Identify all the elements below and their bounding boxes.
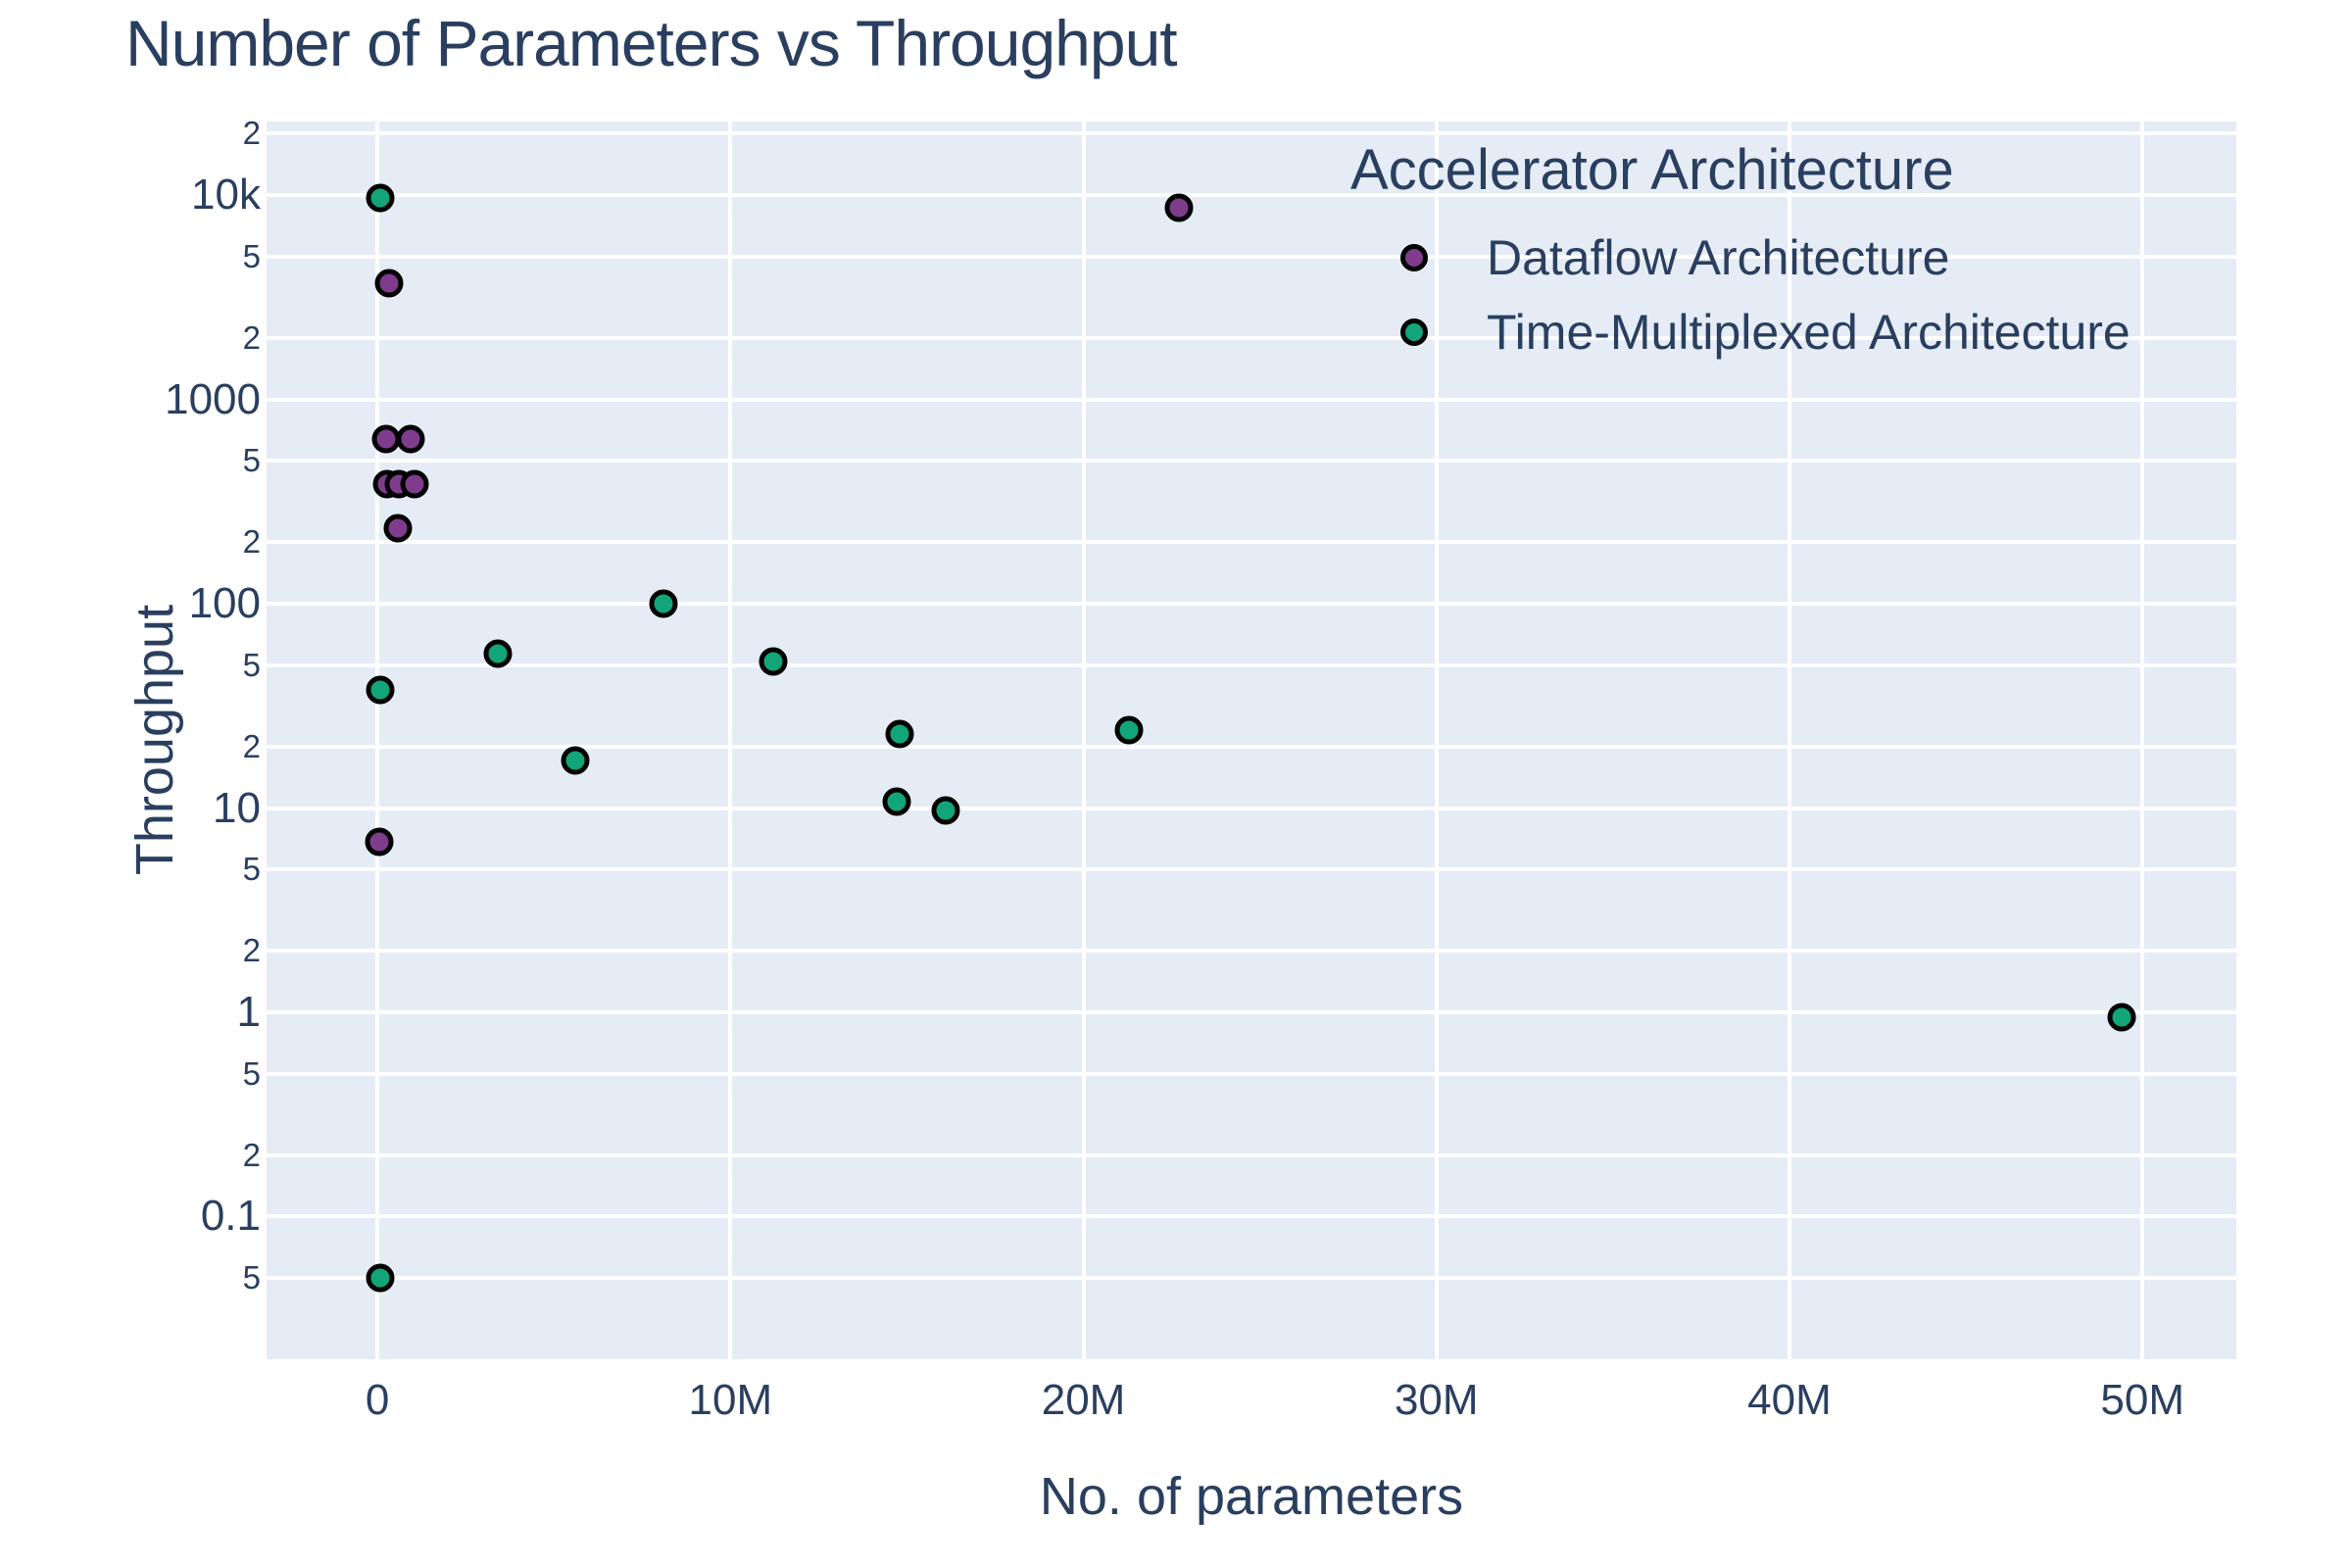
y-tick-label: 1000 [165,374,261,423]
dataflow-marker-icon [1400,244,1428,271]
y-tick-label: 10 [213,783,261,832]
y-tick-label: 100 [188,579,261,628]
legend-item-label: Time-Multiplexed Architecture [1487,305,2131,360]
y-gridline [267,335,2236,340]
y-tick-label: 5 [242,237,261,274]
y-gridline [267,602,2236,607]
y-tick-label: 2 [242,932,261,969]
data-point[interactable] [2107,1003,2136,1032]
y-tick-label: 2 [242,115,261,152]
y-gridline [267,949,2236,954]
legend: Accelerator Architecture Dataflow Archit… [1350,137,2131,369]
y-gridline [267,1152,2236,1157]
data-point[interactable] [400,469,429,499]
time-multiplexed-marker-icon [1400,318,1428,346]
data-point[interactable] [759,647,788,676]
x-axis-title: No. of parameters [1039,1467,1464,1526]
x-tick-label: 0 [365,1376,390,1424]
x-gridline [728,122,733,1359]
y-gridline [267,1009,2236,1014]
x-gridline [2140,122,2145,1359]
data-point[interactable] [885,719,914,749]
data-point[interactable] [649,589,678,618]
y-axis-title: Throughput [125,604,185,876]
y-tick-label: 0.1 [200,1192,261,1241]
y-gridline [267,254,2236,259]
y-tick-label: 5 [242,646,261,683]
data-point[interactable] [383,514,413,543]
data-point[interactable] [365,827,394,857]
y-tick-label: 2 [242,727,261,764]
y-gridline [267,744,2236,749]
legend-item-time-multiplexed[interactable]: Time-Multiplexed Architecture [1350,295,2131,369]
y-tick-label: 10k [191,171,261,220]
x-tick-label: 20M [1041,1376,1126,1424]
y-gridline [267,1276,2236,1281]
y-gridline [267,662,2236,667]
data-point[interactable] [374,269,404,298]
x-tick-label: 10M [688,1376,773,1424]
data-point[interactable] [1164,193,1194,222]
data-point[interactable] [366,1263,395,1293]
y-gridline [267,867,2236,872]
y-gridline [267,397,2236,402]
y-gridline [267,1214,2236,1219]
chart-title: Number of Parameters vs Throughput [125,7,1178,79]
y-tick-label: 2 [242,523,261,561]
x-gridline [1081,122,1086,1359]
data-point[interactable] [931,796,960,825]
data-point[interactable] [366,675,395,705]
x-gridline [1434,122,1439,1359]
legend-item-dataflow[interactable]: Dataflow Architecture [1350,220,2131,295]
y-tick-label: 5 [242,1259,261,1297]
legend-title: Accelerator Architecture [1350,138,1954,202]
x-tick-label: 50M [2100,1376,2184,1424]
data-point[interactable] [483,639,513,668]
y-gridline [267,806,2236,810]
x-tick-label: 40M [1747,1376,1832,1424]
y-tick-label: 2 [242,1136,261,1173]
x-tick-label: 30M [1394,1376,1479,1424]
y-tick-label: 5 [242,442,261,479]
y-gridline [267,540,2236,545]
y-tick-label: 5 [242,851,261,888]
y-tick-label: 2 [242,318,261,356]
x-gridline [1787,122,1791,1359]
data-point[interactable] [396,424,425,454]
y-gridline [267,131,2236,136]
legend-item-label: Dataflow Architecture [1487,230,1950,285]
data-point[interactable] [882,787,911,816]
y-tick-label: 1 [236,987,261,1036]
x-gridline [375,122,380,1359]
y-tick-label: 5 [242,1054,261,1092]
data-point[interactable] [1114,715,1144,745]
y-gridline [267,1071,2236,1076]
data-point[interactable] [366,183,395,213]
data-point[interactable] [561,746,590,775]
y-gridline [267,193,2236,198]
plot-area[interactable] [267,122,2236,1359]
y-gridline [267,459,2236,464]
